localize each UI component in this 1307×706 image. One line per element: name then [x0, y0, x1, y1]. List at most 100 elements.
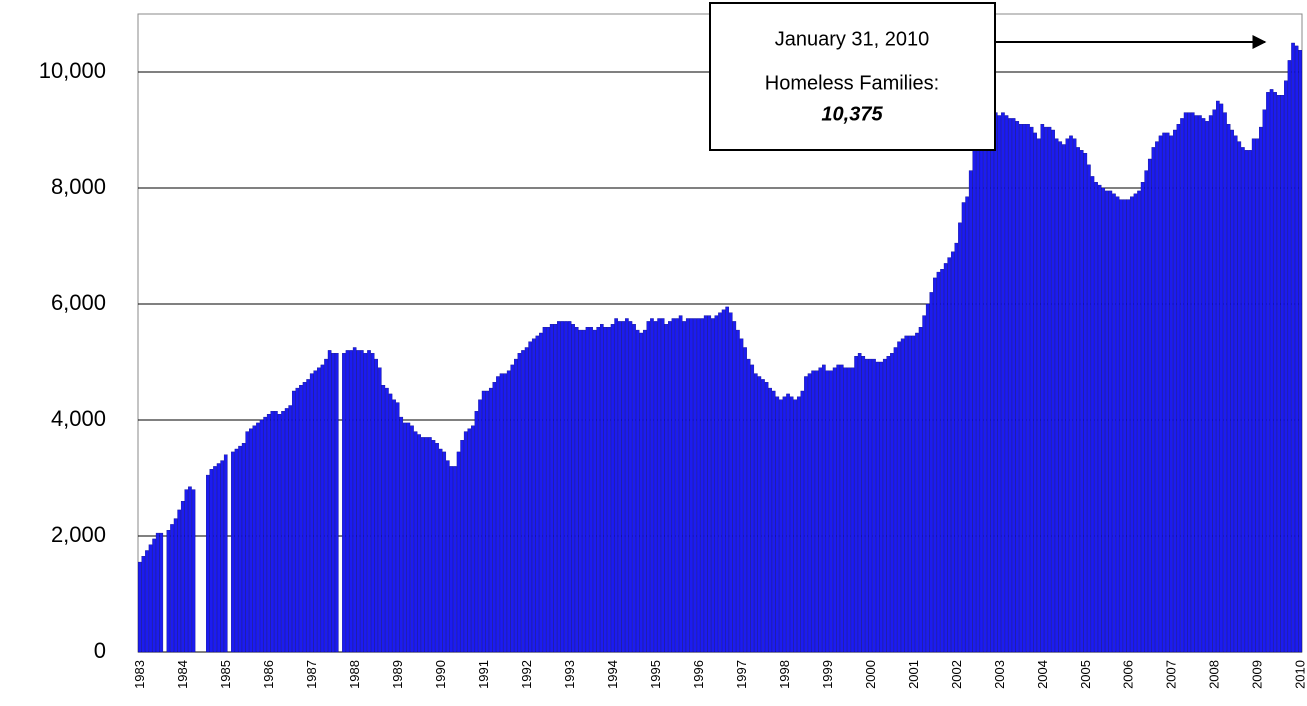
x-tick-label: 1988 — [347, 660, 362, 689]
bar — [965, 196, 969, 653]
x-tick-label: 2007 — [1164, 660, 1179, 689]
bar — [1122, 199, 1127, 653]
bar — [779, 399, 783, 653]
bar — [1054, 138, 1059, 653]
bar — [295, 387, 300, 653]
bar — [882, 358, 887, 653]
bar — [188, 486, 192, 653]
bar — [1008, 118, 1012, 653]
bar — [904, 335, 909, 653]
bar — [213, 466, 217, 653]
bar — [460, 440, 464, 653]
bar — [1237, 141, 1242, 653]
bar — [1190, 112, 1195, 653]
bar — [510, 364, 515, 653]
bar — [983, 118, 987, 653]
y-tick-label: 6,000 — [51, 290, 106, 315]
bar — [166, 530, 171, 653]
bar — [678, 315, 683, 653]
bar — [918, 327, 923, 653]
bar — [933, 277, 937, 653]
bar — [768, 387, 772, 653]
bar — [875, 361, 880, 653]
y-tick-label: 4,000 — [51, 406, 106, 431]
bar — [284, 408, 289, 653]
x-tick-label: 1998 — [777, 660, 792, 689]
bar — [976, 141, 980, 653]
bar — [245, 431, 250, 653]
bar — [854, 356, 858, 653]
bar — [216, 463, 221, 653]
bar — [291, 390, 296, 653]
bar — [327, 350, 332, 653]
bar — [1173, 129, 1177, 653]
bar — [850, 367, 855, 653]
x-tick-label: 1994 — [605, 660, 620, 689]
bar — [481, 390, 486, 653]
bar — [997, 115, 1002, 653]
bar — [675, 318, 679, 653]
bar — [263, 416, 267, 653]
bar — [861, 356, 866, 653]
bar — [739, 338, 744, 653]
bar — [306, 379, 310, 653]
bar — [259, 419, 264, 653]
bar — [1251, 138, 1256, 653]
bar — [557, 321, 561, 653]
annotation-box — [709, 2, 996, 151]
bar — [1219, 103, 1224, 653]
bar — [1212, 109, 1217, 653]
bar — [1019, 123, 1023, 653]
bar — [890, 353, 894, 653]
bar — [968, 170, 973, 653]
bar — [571, 324, 575, 653]
bar — [1230, 129, 1234, 653]
x-tick-label: 1985 — [218, 660, 233, 689]
y-tick-label: 10,000 — [39, 58, 106, 83]
bar — [445, 460, 450, 653]
bar — [1108, 190, 1113, 653]
bar — [725, 306, 729, 653]
bar — [528, 341, 532, 653]
bar — [1273, 92, 1277, 653]
bar — [771, 390, 776, 653]
bar — [453, 466, 457, 653]
bar — [209, 469, 214, 653]
bar — [700, 318, 704, 653]
x-tick-label: 2006 — [1121, 660, 1136, 689]
bar — [857, 353, 862, 653]
bar — [829, 370, 833, 653]
bar — [718, 312, 722, 653]
bar — [488, 387, 493, 653]
x-tick-label: 1983 — [132, 660, 147, 689]
bar — [1058, 141, 1063, 653]
bar — [775, 396, 780, 653]
bar — [696, 318, 701, 653]
bar — [746, 358, 751, 653]
bar — [1029, 126, 1034, 653]
x-tick-label: 2009 — [1250, 660, 1265, 689]
bar — [1259, 126, 1263, 653]
bar — [1165, 132, 1170, 653]
bar — [191, 489, 196, 653]
bar — [1065, 138, 1070, 653]
bar — [410, 425, 414, 653]
bar — [274, 411, 278, 653]
bar — [302, 382, 307, 653]
bar — [431, 440, 436, 653]
bar — [159, 532, 164, 653]
bar — [732, 321, 737, 653]
bar — [388, 393, 393, 653]
bar — [1083, 152, 1088, 653]
bar — [1266, 92, 1270, 653]
bar — [786, 393, 790, 653]
bar — [238, 445, 242, 653]
bar — [728, 312, 733, 653]
x-tick-label: 2002 — [949, 660, 964, 689]
bar — [1241, 147, 1245, 653]
bar — [420, 437, 425, 653]
bar — [331, 353, 336, 653]
bar — [865, 358, 869, 653]
bar — [428, 437, 432, 653]
bar — [743, 347, 747, 653]
